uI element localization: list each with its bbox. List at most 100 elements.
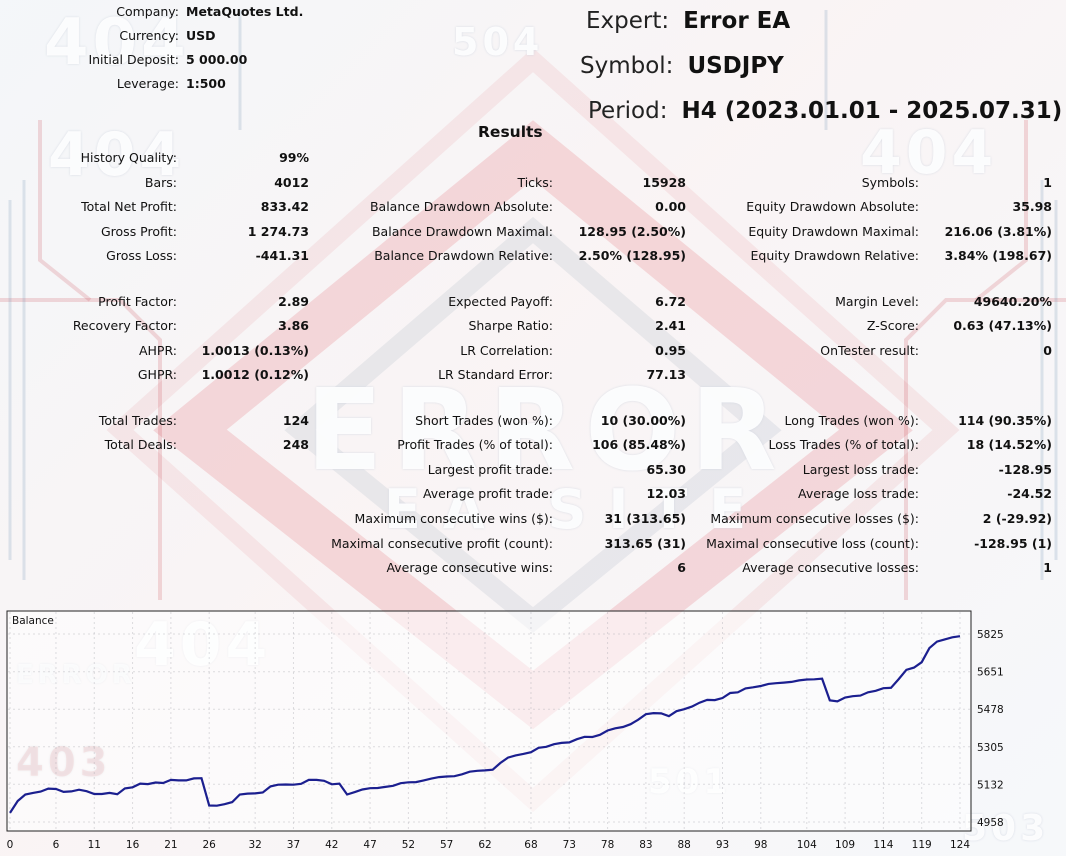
- results-title: Results: [478, 123, 543, 141]
- period-row: Period: H4 (2023.01.01 - 2025.07.31): [588, 98, 1062, 124]
- currency-label: Currency:: [119, 28, 179, 43]
- stat-col2-label: Maximal consecutive profit (count):: [331, 536, 553, 551]
- stat-col3-value: 216.06 (3.81%): [944, 224, 1052, 239]
- stat-col2-value: 31 (313.65): [604, 511, 686, 526]
- chart-x-tick-label: 6: [53, 839, 60, 851]
- stat-col2-label: Average profit trade:: [422, 486, 553, 501]
- stat-col1-value: 99%: [279, 150, 309, 165]
- stat-col3-label: Maximum consecutive losses ($):: [710, 511, 919, 526]
- chart-x-tick-label: 68: [524, 839, 537, 851]
- stat-col2-label: Short Trades (won %):: [415, 413, 553, 428]
- stat-col1-value: 3.86: [278, 318, 309, 333]
- chart-x-tick-label: 83: [639, 839, 652, 851]
- stat-col2-label: Sharpe Ratio:: [468, 318, 553, 333]
- stat-col1-value: 4012: [274, 175, 309, 190]
- stat-col1-label: Recovery Factor:: [72, 318, 177, 333]
- stat-col3-value: 3.84% (198.67): [944, 248, 1052, 263]
- stat-col2-value: 2.50% (128.95): [578, 248, 686, 263]
- stat-col2-value: 65.30: [646, 462, 686, 477]
- chart-x-tick-label: 57: [440, 839, 453, 851]
- currency-row: Currency: USD: [0, 28, 580, 46]
- leverage-value: 1:500: [186, 76, 226, 91]
- stat-col2-value: 128.95 (2.50%): [578, 224, 686, 239]
- chart-x-tick-label: 11: [88, 839, 101, 851]
- expert-value: Error EA: [683, 8, 791, 34]
- stat-col2-label: LR Correlation:: [460, 343, 553, 358]
- stat-col1-value: 1 274.73: [247, 224, 309, 239]
- stat-col3-value: 0.63 (47.13%): [953, 318, 1052, 333]
- chart-y-tick-label: 5478: [977, 704, 1004, 716]
- stat-col3-label: Margin Level:: [835, 294, 919, 309]
- symbol-label: Symbol:: [580, 53, 674, 79]
- stat-col2-value: 77.13: [646, 367, 686, 382]
- stat-col2-value: 313.65 (31): [604, 536, 686, 551]
- stat-col3-value: -24.52: [1007, 486, 1052, 501]
- stat-col1-label: Total Deals:: [104, 437, 177, 452]
- chart-x-tick-label: 119: [912, 839, 932, 851]
- stat-col3-value: 0: [1043, 343, 1052, 358]
- deposit-value: 5 000.00: [186, 52, 248, 67]
- stat-col1-label: Gross Loss:: [106, 248, 177, 263]
- chart-x-tick-label: 88: [678, 839, 691, 851]
- chart-grid: [8, 612, 970, 830]
- stat-col3-value: 18 (14.52%): [966, 437, 1052, 452]
- balance-series-line: [9, 635, 961, 814]
- chart-x-tick-label: 16: [126, 839, 140, 851]
- stat-col2-value: 2.41: [655, 318, 686, 333]
- stat-col1-value: 1.0013 (0.13%): [201, 343, 309, 358]
- company-value: MetaQuotes Ltd.: [186, 4, 304, 19]
- chart-y-tick-label: 4958: [977, 817, 1004, 829]
- currency-value: USD: [186, 28, 216, 43]
- chart-x-tick-label: 98: [754, 839, 767, 851]
- chart-x-tick-label: 104: [797, 839, 817, 851]
- stat-col1-label: Total Net Profit:: [81, 199, 177, 214]
- deposit-row: Initial Deposit: 5 000.00: [0, 52, 580, 70]
- chart-y-tick-label: 5651: [977, 667, 1004, 679]
- stat-col3-label: Equity Drawdown Absolute:: [746, 199, 919, 214]
- stat-col2-label: Ticks:: [517, 175, 553, 190]
- chart-x-tick-label: 42: [325, 839, 338, 851]
- stat-col2-label: Expected Payoff:: [448, 294, 553, 309]
- stat-col1-value: 833.42: [260, 199, 309, 214]
- chart-x-tick-label: 26: [203, 839, 217, 851]
- chart-y-tick-label: 5305: [977, 742, 1004, 754]
- stat-col3-label: Average loss trade:: [798, 486, 919, 501]
- stat-col2-value: 106 (85.48%): [592, 437, 686, 452]
- chart-x-tick-label: 37: [287, 839, 300, 851]
- chart-x-axis: 0 6 11 16 21 26 32 37 42 47 52 57 62 68 73 78 83 88 93 98 10…: [7, 839, 971, 851]
- stat-col3-label: Equity Drawdown Relative:: [750, 248, 919, 263]
- stat-col2-label: Largest profit trade:: [427, 462, 553, 477]
- chart-x-tick-label: 0: [7, 839, 14, 851]
- stat-col3-label: Equity Drawdown Maximal:: [748, 224, 919, 239]
- stat-col3-label: Long Trades (won %):: [784, 413, 919, 428]
- stat-col3-value: 1: [1043, 560, 1052, 575]
- stat-col1-label: Bars:: [144, 175, 177, 190]
- expert-row: Expert: Error EA: [586, 8, 790, 34]
- expert-label: Expert:: [586, 8, 670, 34]
- symbol-value: USDJPY: [687, 53, 784, 79]
- stat-col3-label: Largest loss trade:: [802, 462, 919, 477]
- period-value: H4 (2023.01.01 - 2025.07.31): [681, 98, 1063, 124]
- stat-col1-value: 1.0012 (0.12%): [201, 367, 309, 382]
- stat-col3-label: Loss Trades (% of total):: [768, 437, 919, 452]
- stat-col3-label: Z-Score:: [866, 318, 919, 333]
- stat-col1-label: Profit Factor:: [98, 294, 177, 309]
- stat-col2-label: Average consecutive wins:: [386, 560, 553, 575]
- chart-x-tick-label: 32: [248, 839, 261, 851]
- period-label: Period:: [588, 98, 668, 124]
- chart-x-tick-label: 114: [873, 839, 893, 851]
- expert-info-panel: Expert: Error EA Symbol: USDJPY Period: H4 …: [578, 0, 1066, 132]
- stat-col1-value: -441.31: [255, 248, 309, 263]
- chart-y-tick-label: 5825: [977, 629, 1004, 641]
- stat-col1-value: 2.89: [278, 294, 309, 309]
- balance-chart-svg: Balance 0 6 11 16 21 26 32 37 42 47 52 57 62 68 73 78 83…: [6, 610, 1004, 851]
- stat-col1-label: AHPR:: [138, 343, 177, 358]
- chart-title: Balance: [12, 615, 54, 627]
- company-label: Company:: [116, 4, 179, 19]
- chart-x-tick-label: 47: [363, 839, 376, 851]
- chart-x-tick-label: 124: [950, 839, 970, 851]
- stat-col3-label: OnTester result:: [820, 343, 919, 358]
- stat-col3-label: Average consecutive losses:: [742, 560, 919, 575]
- stat-col2-value: 6: [677, 560, 686, 575]
